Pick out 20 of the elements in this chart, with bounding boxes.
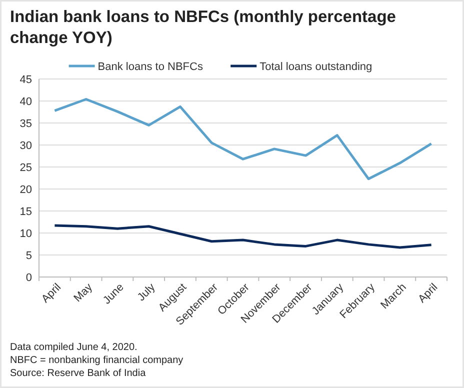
y-tick-label: 40 (20, 96, 32, 108)
line-series (53, 98, 433, 180)
source-note: Source: Reserve Bank of India (10, 368, 146, 379)
y-tick-label: 5 (26, 250, 32, 262)
legend-label: Total loans outstanding (260, 60, 372, 73)
y-tick-label: 25 (20, 162, 32, 174)
y-tick-label: 15 (20, 206, 32, 218)
legend-label: Bank loans to NBFCs (98, 60, 204, 73)
chart-title: Indian bank loans to NBFCs (monthly percentage change YOY) (10, 8, 396, 47)
x-tick-label: July (135, 281, 158, 304)
text: NBFC = nonbanking financial company (10, 355, 184, 366)
y-tick-label: 35 (20, 118, 32, 130)
y-tick-label: 10 (20, 228, 32, 240)
line-series (53, 224, 433, 249)
x-tick-label: May (72, 281, 96, 305)
y-tick-label: 0 (26, 272, 32, 284)
y-tick-label: 20 (20, 184, 32, 196)
y-tick-label: 45 (20, 74, 32, 86)
y-tick-label: 30 (20, 140, 32, 152)
text: Data compiled June 4, 2020. (10, 342, 138, 353)
